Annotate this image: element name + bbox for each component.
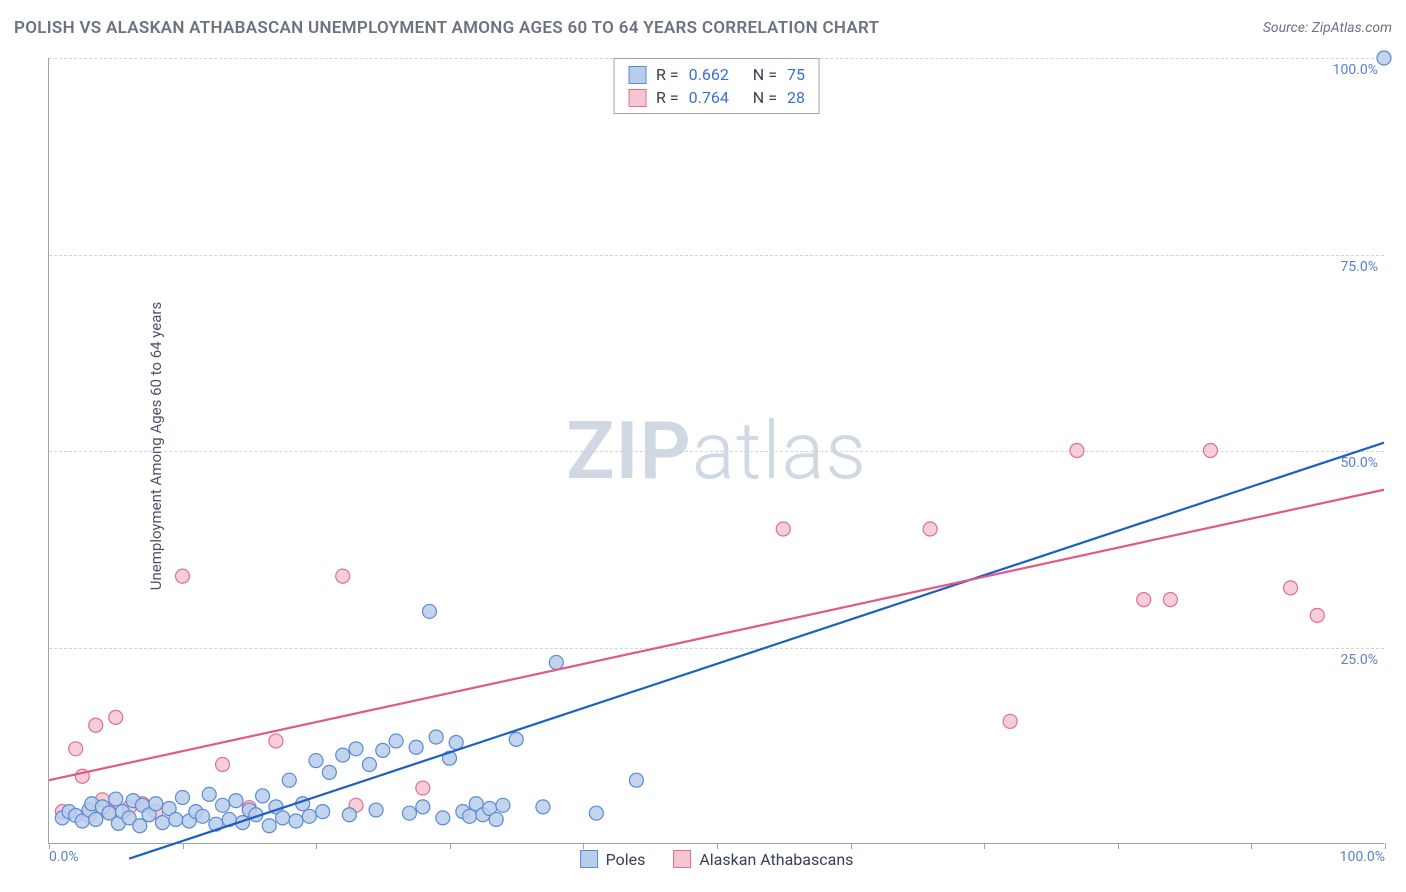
data-point xyxy=(1163,593,1177,607)
data-point xyxy=(309,754,323,768)
data-point xyxy=(229,794,243,808)
data-point xyxy=(369,803,383,817)
data-point xyxy=(776,522,790,536)
data-point xyxy=(202,787,216,801)
data-point xyxy=(449,736,463,750)
stats-row-1: R = 0.764 N = 28 xyxy=(628,86,805,109)
data-point xyxy=(336,569,350,583)
data-point xyxy=(196,809,210,823)
title-bar: POLISH VS ALASKAN ATHABASCAN UNEMPLOYMEN… xyxy=(14,18,1392,38)
data-point xyxy=(149,797,163,811)
plot-area: ZIPatlas 25.0%50.0%75.0%100.0% 0.0%100.0… xyxy=(48,58,1384,844)
data-point xyxy=(416,781,430,795)
data-point xyxy=(349,742,363,756)
data-point xyxy=(402,806,416,820)
data-point xyxy=(302,809,316,823)
data-point xyxy=(155,816,169,830)
data-point xyxy=(216,758,230,772)
data-point xyxy=(489,812,503,826)
stats-swatch-0 xyxy=(628,66,646,84)
stats-n-value-1: 28 xyxy=(787,88,805,107)
data-point xyxy=(1310,608,1324,622)
data-point xyxy=(549,655,563,669)
data-point xyxy=(69,742,83,756)
stats-row-0: R = 0.662 N = 75 xyxy=(628,63,805,86)
data-point xyxy=(289,814,303,828)
source-attribution: Source: ZipAtlas.com xyxy=(1263,20,1392,36)
data-point xyxy=(109,792,123,806)
data-point xyxy=(269,734,283,748)
stats-r-label-0: R = xyxy=(656,65,679,84)
data-point xyxy=(1137,593,1151,607)
data-point xyxy=(496,798,510,812)
data-point xyxy=(416,800,430,814)
trend-line xyxy=(129,443,1384,859)
legend-label-1: Alaskan Athabascans xyxy=(699,850,853,869)
data-point xyxy=(89,718,103,732)
data-point xyxy=(1284,581,1298,595)
data-point xyxy=(463,809,477,823)
stats-n-value-0: 75 xyxy=(787,65,805,84)
data-point xyxy=(336,748,350,762)
x-tick-label: 100.0% xyxy=(1340,849,1385,865)
data-point xyxy=(923,522,937,536)
stats-swatch-1 xyxy=(628,89,646,107)
data-point xyxy=(282,773,296,787)
data-point xyxy=(629,773,643,787)
data-point xyxy=(389,734,403,748)
data-point xyxy=(342,808,356,822)
stats-r-value-0: 0.662 xyxy=(689,65,729,84)
data-point xyxy=(589,806,603,820)
data-point xyxy=(362,758,376,772)
data-point xyxy=(322,765,336,779)
legend-item-1: Alaskan Athabascans xyxy=(673,850,853,869)
stats-n-label-1: N = xyxy=(753,88,777,107)
x-tick-label: 0.0% xyxy=(49,849,79,865)
data-point xyxy=(509,732,523,746)
data-point xyxy=(276,811,290,825)
chart-title: POLISH VS ALASKAN ATHABASCAN UNEMPLOYMEN… xyxy=(14,18,879,38)
scatter-svg xyxy=(49,58,1384,843)
data-point xyxy=(316,805,330,819)
data-point xyxy=(1203,444,1217,458)
legend-item-0: Poles xyxy=(580,850,646,869)
data-point xyxy=(176,569,190,583)
data-point xyxy=(409,740,423,754)
data-point xyxy=(422,604,436,618)
legend: Poles Alaskan Athabascans xyxy=(580,850,854,869)
data-point xyxy=(256,789,270,803)
data-point xyxy=(109,710,123,724)
data-point xyxy=(216,798,230,812)
stats-legend: R = 0.662 N = 75 R = 0.764 N = 28 xyxy=(613,58,820,114)
data-point xyxy=(429,730,443,744)
legend-swatch-0 xyxy=(580,850,598,868)
data-point xyxy=(376,743,390,757)
legend-swatch-1 xyxy=(673,850,691,868)
data-point xyxy=(1377,51,1391,65)
data-point xyxy=(89,812,103,826)
data-point xyxy=(169,812,183,826)
legend-label-0: Poles xyxy=(606,850,646,869)
data-point xyxy=(262,819,276,833)
data-point xyxy=(1003,714,1017,728)
stats-n-label-0: N = xyxy=(753,65,777,84)
stats-r-value-1: 0.764 xyxy=(689,88,729,107)
data-point xyxy=(536,800,550,814)
data-point xyxy=(1070,444,1084,458)
trend-line xyxy=(49,490,1384,780)
data-point xyxy=(176,790,190,804)
stats-r-label-1: R = xyxy=(656,88,679,107)
data-point xyxy=(436,811,450,825)
